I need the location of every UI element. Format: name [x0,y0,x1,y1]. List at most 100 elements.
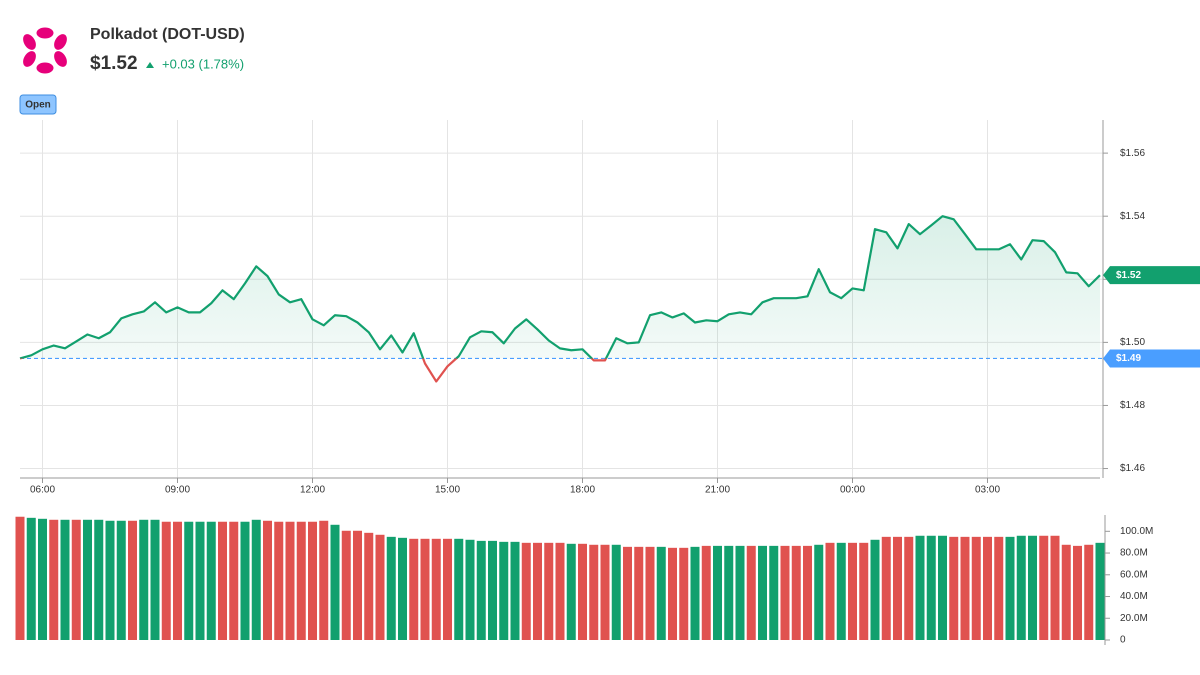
volume-bar [994,536,1004,640]
volume-bar [724,545,734,640]
volume-bar [105,520,115,640]
volume-bar [173,521,182,640]
volume-bar [364,532,374,640]
volume-bar [634,546,644,640]
volume-bar [938,535,947,640]
volume-bar [454,538,464,640]
volume-bar [308,521,317,640]
x-tick-label: 12:00 [300,485,325,496]
volume-bar [544,542,554,640]
y-tick-label: $1.46 [1120,463,1145,474]
volume-bar [735,545,745,640]
volume-bar [1039,535,1049,640]
x-tick-label: 03:00 [975,485,1000,496]
volume-bar [116,520,126,640]
volume-bar [960,536,970,640]
volume-bar [353,530,362,640]
volume-bar [409,538,419,640]
volume-bar [1028,535,1037,640]
reference-label: $1.49 [1116,353,1141,364]
y-tick-label: $1.50 [1120,337,1145,348]
y-tick-label: $1.48 [1120,400,1145,411]
volume-bar [161,521,171,640]
area-fill [20,216,1100,359]
reference-tag [1103,349,1200,368]
volume-bar [825,542,835,640]
volume-bar [1084,544,1094,640]
volume-bar [375,534,385,640]
last-value-label: $1.52 [1116,270,1141,281]
y-tick-label: 40.0M [1120,591,1148,602]
volume-bar [150,519,160,640]
volume-bar [195,521,205,640]
y-tick-label: 20.0M [1120,613,1148,624]
volume-bar [983,536,992,640]
price-line [19,215,1101,383]
y-tick-label: $1.54 [1120,211,1145,222]
volume-bar [904,536,914,640]
volume-bar [60,519,70,640]
volume-bar [443,538,452,640]
volume-bar [589,544,599,640]
volume-bar [1050,535,1060,640]
y-tick-label: 60.0M [1120,569,1148,580]
volume-bar [566,543,576,640]
volume-bar [71,519,81,640]
volume-bar [274,521,284,640]
volume-bar [240,521,250,640]
volume-bar [206,521,216,640]
volume-bar [645,546,655,640]
volume-bar [386,536,396,640]
volume-bar [791,545,801,640]
x-tick-label: 06:00 [30,485,55,496]
price-change: +0.03 (1.78%) [162,56,244,71]
volume-bar [848,542,857,640]
x-tick-label: 00:00 [840,485,865,496]
volume-bar [611,544,621,640]
volume-bar [836,542,846,640]
volume-bar [949,536,959,640]
volume-bar [218,521,227,640]
y-tick-label: 100.0M [1120,526,1153,537]
volume-bar [971,536,981,640]
volume-bar [926,535,936,640]
last-value-tag [1103,266,1200,285]
volume-bar [758,545,767,640]
volume-bar [341,530,351,640]
volume-bar [296,521,306,640]
volume-bar [870,539,880,640]
x-tick-label: 09:00 [165,485,190,496]
up-arrow [146,62,154,68]
price: $1.52 [90,53,138,74]
volume-bar [555,542,565,640]
volume-bar [701,545,711,640]
volume-bar [251,519,261,640]
volume-bar [431,538,441,640]
volume-bar [769,545,779,640]
y-tick-label: $1.56 [1120,148,1145,159]
volume-bar [398,537,407,640]
volume-bar [623,546,632,640]
x-tick-label: 21:00 [705,485,730,496]
volume-bar [319,520,329,640]
status-text: Open [25,100,51,111]
volume-bar [1095,542,1105,640]
volume-bar [83,519,92,640]
volume-bar [915,535,925,640]
volume-bar [49,519,59,640]
volume-bar [229,521,239,640]
volume-bar [668,547,677,640]
volume-bar [533,542,542,640]
volume-bar [679,547,689,640]
volume-bar [476,540,486,640]
x-tick-label: 15:00 [435,485,460,496]
volume-bar [859,542,869,640]
volume-bar [263,520,272,640]
volume-bar [285,521,295,640]
volume-bar [814,544,824,640]
volume-bar [488,540,497,640]
volume-bar [881,536,891,640]
volume-bar [656,546,666,640]
logo [23,27,67,74]
volume-bar [1073,545,1082,640]
